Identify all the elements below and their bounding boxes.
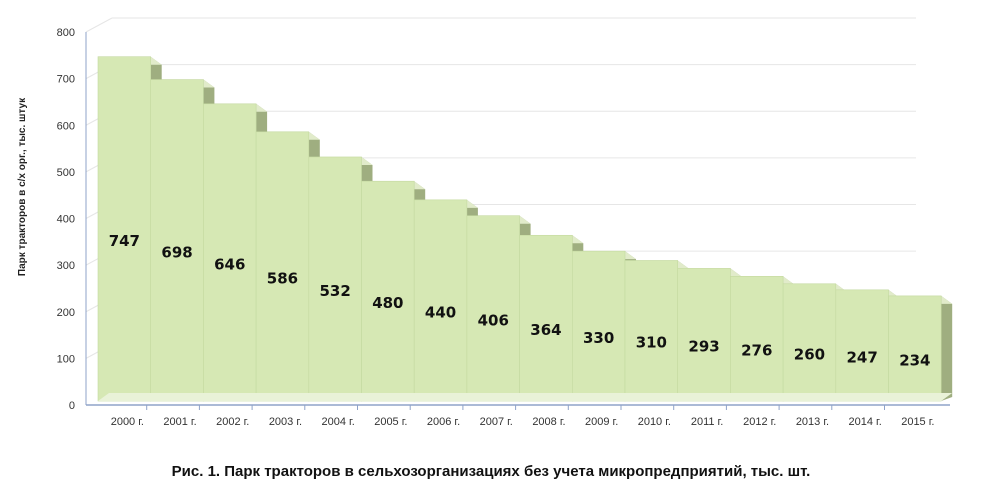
y-tick-label: 100 [57,353,75,365]
x-tick-label: 2012 г. [743,416,776,428]
x-tick-label: 2009 г. [585,416,618,428]
y-tick-label: 500 [57,167,75,179]
data-label: 234 [899,351,930,369]
x-tick-label: 2010 г. [638,416,671,428]
bar [519,234,573,402]
bar [97,56,152,402]
x-tick-label: 2000 г. [111,416,144,428]
data-label: 310 [636,334,667,352]
bar [571,250,626,402]
bar [624,260,679,402]
data-label: 747 [109,232,140,250]
y-tick-label: 600 [57,120,75,132]
y-tick-label: 0 [69,400,75,412]
data-label: 293 [688,338,719,356]
bar [150,79,204,402]
bar [835,289,889,402]
data-label: 364 [530,321,561,339]
bar [308,156,362,402]
bar [466,215,520,402]
y-tick-label: 300 [57,260,75,272]
data-label: 586 [267,269,298,287]
bar [730,276,784,402]
y-tick-label: 700 [57,74,75,86]
y-tick-label: 200 [57,307,75,319]
x-tick-label: 2015 г. [901,416,934,428]
data-label: 532 [319,282,350,300]
x-tick-label: 2002 г. [216,416,249,428]
bar [203,103,257,402]
bar [888,295,942,402]
bar [255,131,310,402]
grid-line-diagonal [85,17,113,33]
data-label: 330 [583,329,614,347]
x-tick-label: 2001 г. [163,416,196,428]
x-tick-label: 2005 г. [374,416,407,428]
y-axis-ticks: 0 100 200 300 400 500 600 700 800 [57,27,75,412]
x-axis-ticks: 2000 г. 2001 г. 2002 г. 2003 г. 2004 г. 2005 … [111,416,935,428]
chart-floor [98,393,953,401]
x-tick-label: 2011 г. [691,416,723,428]
data-label: 440 [425,303,456,321]
bar [677,268,731,402]
figure-caption: Рис. 1. Парк тракторов в сельхозорганиза… [171,463,811,480]
bar [361,180,415,402]
x-tick-label: 2013 г. [796,416,829,428]
bar [782,283,837,402]
x-tick-label: 2004 г. [322,416,355,428]
x-tick-label: 2007 г. [480,416,513,428]
bar-chart: 0 100 200 300 400 500 600 700 800 2000 г. 2001 г.… [17,17,953,428]
data-label: 260 [794,345,825,363]
x-tick-label: 2003 г. [269,416,302,428]
bar-side [941,295,953,401]
data-label: 247 [846,348,877,366]
data-label: 276 [741,342,772,360]
axes [85,32,953,410]
x-tick-label: 2008 г. [532,416,565,428]
data-label: 406 [478,311,509,329]
y-tick-label: 400 [57,214,75,226]
data-label: 480 [372,294,403,312]
data-label: 646 [214,255,245,273]
x-tick-label: 2006 г. [427,416,460,428]
y-tick-label: 800 [57,27,75,39]
bar [413,199,468,402]
data-labels: 747 698 646 586 532 480 440 406 364 330 310 293 276 2… [109,232,931,370]
x-tick-label: 2014 г. [849,416,882,428]
data-label: 698 [161,243,192,261]
bars [97,56,953,402]
y-axis-label: Парк тракторов в с/х орг., тыс. штук [17,97,28,276]
